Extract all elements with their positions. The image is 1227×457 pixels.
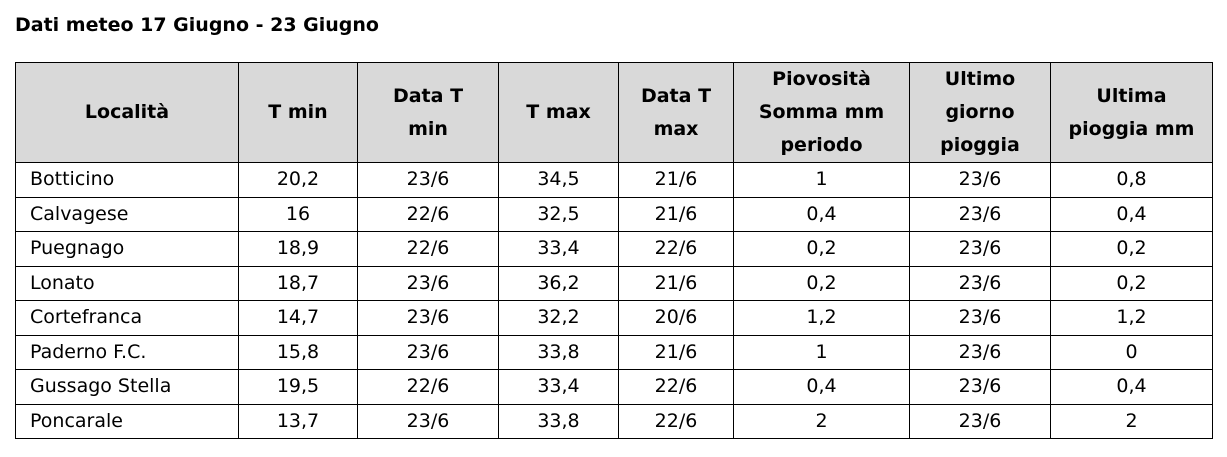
title: Dati meteo 17 Giugno - 23 Giugno: [15, 14, 379, 36]
location-cell: Botticino: [15, 162, 239, 198]
value-cell: 23/6: [909, 369, 1051, 405]
value-cell: 15,8: [238, 334, 358, 370]
value-cell: 21/6: [618, 334, 734, 370]
value-cell: 18,9: [238, 231, 358, 267]
value-cell: 32,5: [498, 196, 619, 232]
value-cell: 23/6: [357, 403, 499, 439]
value-cell: 0,4: [1050, 369, 1213, 405]
value-cell: 0: [1050, 334, 1213, 370]
value-cell: 1,2: [1050, 300, 1213, 336]
value-cell: 23/6: [909, 162, 1051, 198]
location-cell: Gussago Stella: [15, 369, 239, 405]
location-cell: Paderno F.C.: [15, 334, 239, 370]
value-cell: 0,4: [1050, 196, 1213, 232]
value-cell: 33,4: [498, 369, 619, 405]
value-cell: 22/6: [618, 231, 734, 267]
value-cell: 1: [733, 162, 910, 198]
value-cell: 22/6: [357, 196, 499, 232]
value-cell: 23/6: [909, 196, 1051, 232]
value-cell: 33,8: [498, 403, 619, 439]
value-cell: 1,2: [733, 300, 910, 336]
value-cell: 23/6: [357, 162, 499, 198]
value-cell: 2: [733, 403, 910, 439]
weather-table: Località T min Data T min T max Data T max Pi…: [15, 62, 1213, 439]
header-cell: Data T min: [357, 62, 499, 163]
value-cell: 23/6: [909, 403, 1051, 439]
value-cell: 16: [238, 196, 358, 232]
table-row: Poncarale 13,7 23/6 33,8 22/6 2 23/6 2: [15, 403, 1213, 439]
header-cell: Ultimo giorno pioggia: [909, 62, 1051, 163]
value-cell: 23/6: [357, 265, 499, 301]
table-body: Botticino 20,2 23/6 34,5 21/6 1 23/6 0,8 Calvage…: [15, 162, 1213, 439]
value-cell: 21/6: [618, 196, 734, 232]
value-cell: 23/6: [909, 334, 1051, 370]
table-row: Gussago Stella 19,5 22/6 33,4 22/6 0,4 23/6 0,4: [15, 369, 1213, 405]
value-cell: 20/6: [618, 300, 734, 336]
value-cell: 14,7: [238, 300, 358, 336]
value-cell: 22/6: [618, 369, 734, 405]
location-cell: Poncarale: [15, 403, 239, 439]
value-cell: 0,4: [733, 196, 910, 232]
value-cell: 0,4: [733, 369, 910, 405]
header-cell: T min: [238, 62, 358, 163]
value-cell: 22/6: [618, 403, 734, 439]
value-cell: 23/6: [909, 300, 1051, 336]
value-cell: 2: [1050, 403, 1213, 439]
value-cell: 0,8: [1050, 162, 1213, 198]
table-row: Botticino 20,2 23/6 34,5 21/6 1 23/6 0,8: [15, 162, 1213, 198]
value-cell: 0,2: [1050, 265, 1213, 301]
header-cell: Ultima pioggia mm: [1050, 62, 1213, 163]
value-cell: 23/6: [909, 265, 1051, 301]
header-cell: Piovosità Somma mm periodo: [733, 62, 910, 163]
table-row: Paderno F.C. 15,8 23/6 33,8 21/6 1 23/6 0: [15, 334, 1213, 370]
location-cell: Puegnago: [15, 231, 239, 267]
header-cell: Località: [15, 62, 239, 163]
value-cell: 23/6: [357, 334, 499, 370]
location-cell: Lonato: [15, 265, 239, 301]
value-cell: 19,5: [238, 369, 358, 405]
value-cell: 20,2: [238, 162, 358, 198]
location-cell: Calvagese: [15, 196, 239, 232]
value-cell: 34,5: [498, 162, 619, 198]
value-cell: 33,8: [498, 334, 619, 370]
value-cell: 23/6: [909, 231, 1051, 267]
value-cell: 13,7: [238, 403, 358, 439]
value-cell: 0,2: [1050, 231, 1213, 267]
value-cell: 21/6: [618, 265, 734, 301]
table-row: Puegnago 18,9 22/6 33,4 22/6 0,2 23/6 0,2: [15, 231, 1213, 267]
value-cell: 1: [733, 334, 910, 370]
value-cell: 32,2: [498, 300, 619, 336]
value-cell: 33,4: [498, 231, 619, 267]
value-cell: 36,2: [498, 265, 619, 301]
table-row: Calvagese 16 22/6 32,5 21/6 0,4 23/6 0,4: [15, 196, 1213, 232]
value-cell: 18,7: [238, 265, 358, 301]
header-cell: T max: [498, 62, 619, 163]
value-cell: 21/6: [618, 162, 734, 198]
value-cell: 23/6: [357, 300, 499, 336]
value-cell: 0,2: [733, 231, 910, 267]
table-row: Cortefranca 14,7 23/6 32,2 20/6 1,2 23/6 1,2: [15, 300, 1213, 336]
value-cell: 22/6: [357, 369, 499, 405]
value-cell: 22/6: [357, 231, 499, 267]
table-row: Lonato 18,7 23/6 36,2 21/6 0,2 23/6 0,2: [15, 265, 1213, 301]
location-cell: Cortefranca: [15, 300, 239, 336]
value-cell: 0,2: [733, 265, 910, 301]
header-cell: Data T max: [618, 62, 734, 163]
header-row: Località T min Data T min T max Data T max Pi…: [15, 62, 1213, 163]
